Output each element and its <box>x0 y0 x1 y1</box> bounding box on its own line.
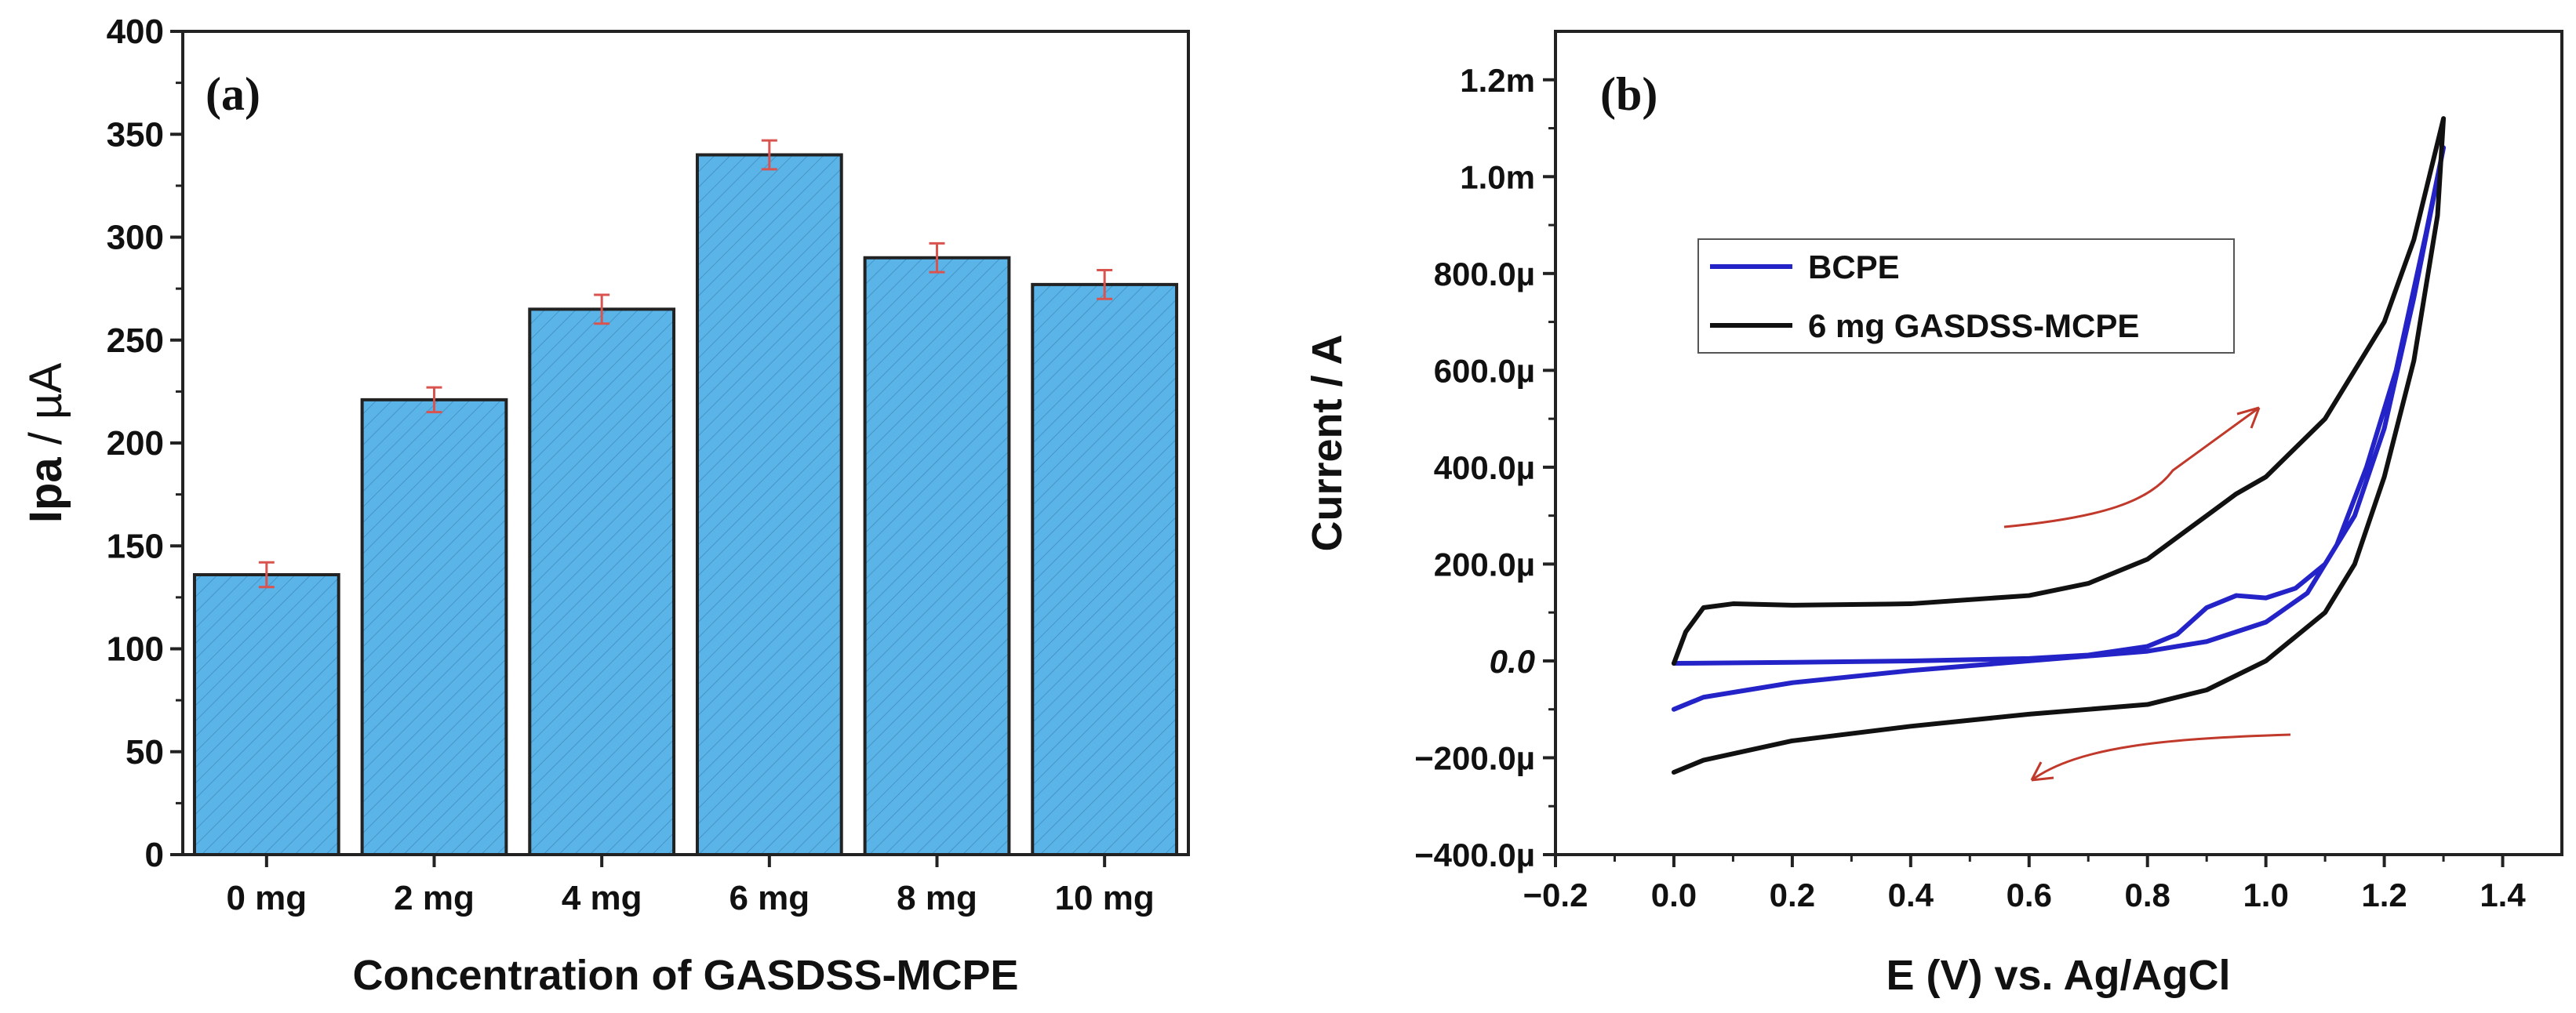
y-tick-label: 600.0µ <box>1434 352 1535 389</box>
y-tick-label: 200.0µ <box>1434 546 1535 583</box>
x-tick-label: −0.2 <box>1523 877 1588 913</box>
x-tick-label: 10 mg <box>1055 879 1155 917</box>
y-tick-label: 350 <box>107 115 164 154</box>
reverse-arrow-head <box>2030 761 2054 782</box>
y-tick-label: 1.2m <box>1460 62 1535 99</box>
cv-curves <box>1671 116 2447 775</box>
panel-label-b: (b) <box>1600 68 1657 120</box>
x-tick-label: 1.0 <box>2243 877 2288 913</box>
y-axis-title-main: Ipa <box>20 457 71 524</box>
x-tick-label: 0.0 <box>1651 877 1697 913</box>
y-tick-label: 800.0µ <box>1434 256 1535 292</box>
bar-outline <box>528 307 676 856</box>
x-tick-label: 8 mg <box>897 879 977 917</box>
y-axis-title-unit: / µA <box>20 363 71 458</box>
reverse-arrow-curve <box>2031 733 2291 782</box>
legend: BCPE 6 mg GASDSS-MCPE <box>1697 238 2235 354</box>
x-tick-label: 0 mg <box>226 879 307 917</box>
x-tick-label: 0.4 <box>1888 877 1934 913</box>
y-axis-title-b: Current / A <box>1304 334 1351 551</box>
y-tick-label: 1.0m <box>1460 158 1535 195</box>
bar-outline <box>1031 282 1179 856</box>
forward-scan-arrow <box>2003 406 2261 528</box>
y-tick-label: 100 <box>107 630 164 669</box>
y-tick-label: 150 <box>107 527 164 565</box>
y-tick-label: −200.0µ <box>1414 739 1535 776</box>
legend-label-gasdss: 6 mg GASDSS-MCPE <box>1808 307 2139 344</box>
x-tick-labels-a: 0 mg 2 mg 4 mg 6 mg 8 mg 10 mg <box>226 855 1155 917</box>
y-tick-label: 300 <box>107 219 164 257</box>
x-tick-label: 0.2 <box>1770 877 1815 913</box>
x-tick-label: 0.6 <box>2007 877 2052 913</box>
y-axis-title-a: Ipa / µA <box>20 363 71 524</box>
plot-frame-b <box>1554 30 2563 856</box>
x-axis-title-a: Concentration of GASDSS-MCPE <box>352 952 1018 999</box>
y-tick-label: 0 <box>145 836 164 874</box>
axis-ticks-b: −0.2 0.0 0.2 0.4 0.6 0.8 1.0 1.2 1.4 −400.0µ −200.… <box>1414 62 2526 913</box>
series-line <box>1671 116 2447 775</box>
y-tick-label: −400.0µ <box>1414 837 1535 873</box>
x-axis-title-b: E (V) vs. Ag/AgCl <box>1886 952 2230 999</box>
cv-chart-panel: −0.2 0.0 0.2 0.4 0.6 0.8 1.0 1.2 1.4 −400.0µ −200.… <box>1304 30 2563 999</box>
forward-arrow-head <box>2236 406 2261 429</box>
y-tick-label: 50 <box>126 733 164 772</box>
y-tick-label: 250 <box>107 321 164 360</box>
bars <box>192 139 1179 856</box>
x-tick-label: 1.4 <box>2480 877 2526 913</box>
bar-outline <box>192 573 340 856</box>
x-tick-label: 4 mg <box>562 879 642 917</box>
panel-label-a: (a) <box>206 68 260 120</box>
x-tick-label: 6 mg <box>729 879 810 917</box>
y-tick-label: 400.0µ <box>1434 449 1535 486</box>
series-line <box>1671 145 2447 712</box>
forward-arrow-curve <box>2003 406 2260 528</box>
legend-label-bcpe: BCPE <box>1808 249 1900 285</box>
y-axis-ticks-a: 0 50 100 150 200 250 300 350 400 <box>107 13 183 874</box>
bar-outline <box>695 153 843 856</box>
x-tick-label: 0.8 <box>2125 877 2170 913</box>
x-tick-label: 2 mg <box>394 879 475 917</box>
y-tick-label: 0.0 <box>1490 643 1535 680</box>
plot-frame-a <box>181 30 1190 856</box>
y-tick-label: 400 <box>107 13 164 51</box>
reverse-scan-arrow <box>2030 733 2291 782</box>
legend-box <box>1697 238 2235 354</box>
y-tick-label: 200 <box>107 424 164 463</box>
bar-outline <box>360 398 508 856</box>
bar-chart-panel: 0 50 100 150 200 250 300 350 400 0 mg 2 mg 4 mg 6 m… <box>20 13 1190 999</box>
bar-outline <box>863 256 1011 856</box>
x-tick-label: 1.2 <box>2361 877 2407 913</box>
